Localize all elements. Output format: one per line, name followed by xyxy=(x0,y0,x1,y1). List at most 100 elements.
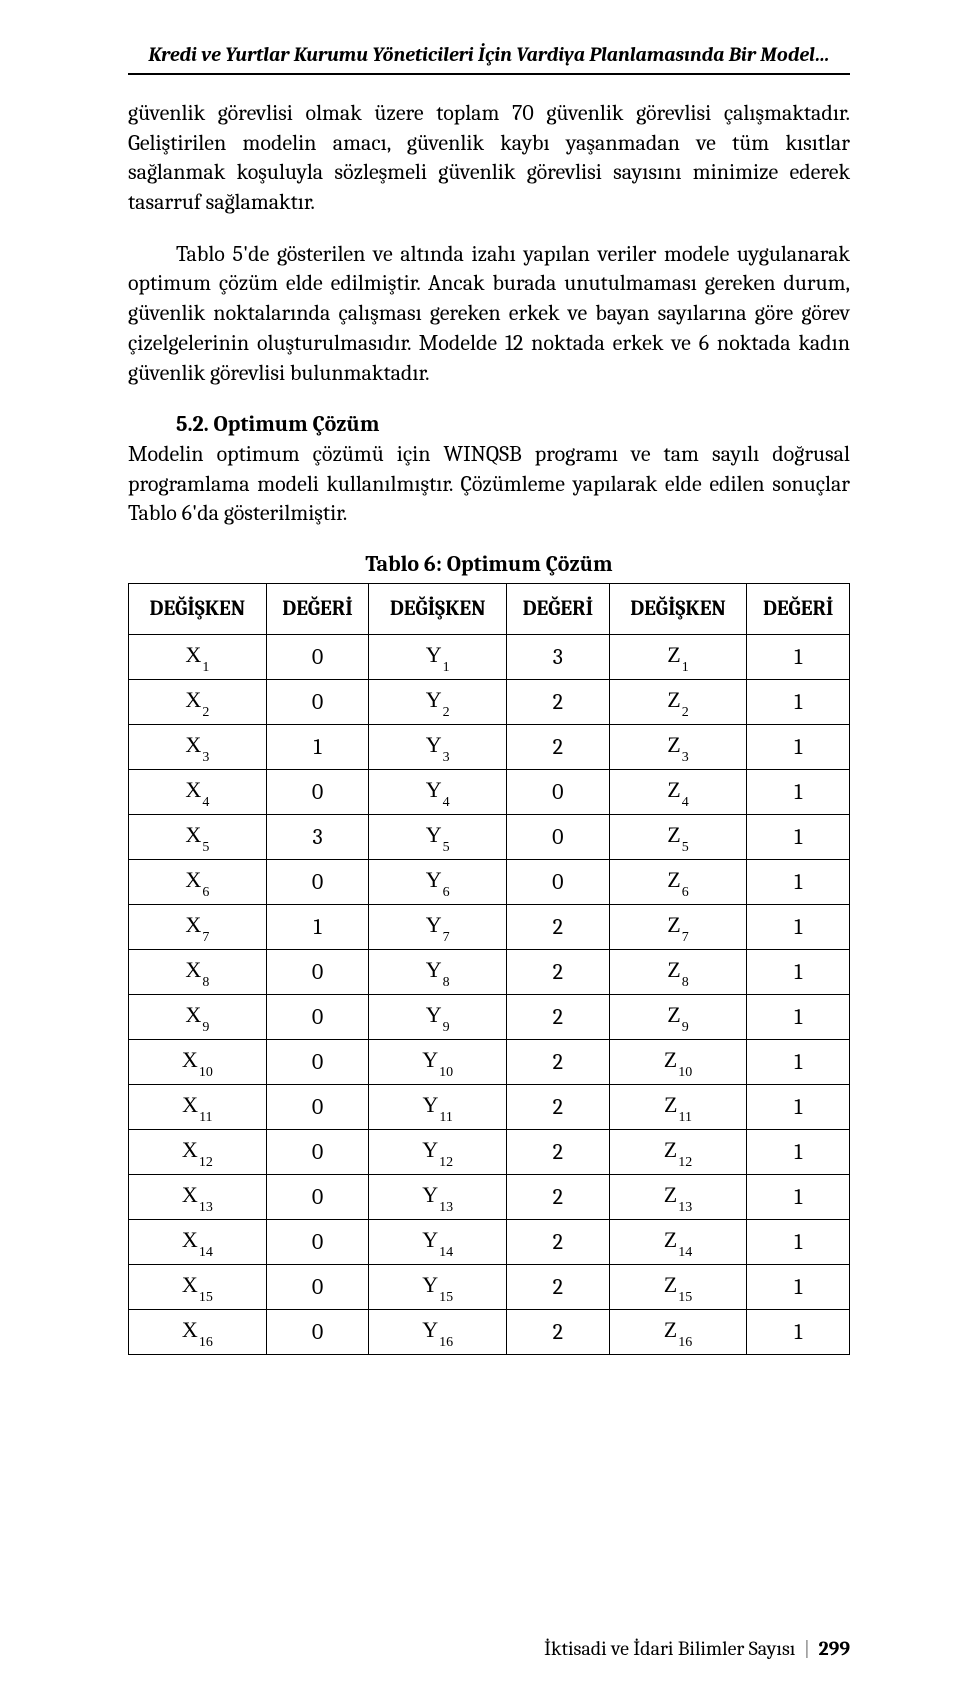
paragraph-3-text: Modelin optimum çözümü için WINQSB progr… xyxy=(128,441,850,526)
variable-cell: Y14 xyxy=(369,1219,507,1264)
table-header-cell: DEĞİŞKEN xyxy=(369,583,507,634)
value-cell: 2 xyxy=(507,1084,610,1129)
value-cell: 3 xyxy=(266,814,369,859)
variable-cell: X9 xyxy=(129,994,267,1039)
value-cell: 1 xyxy=(747,1219,850,1264)
variable-cell: Z8 xyxy=(609,949,747,994)
value-cell: 2 xyxy=(507,1129,610,1174)
variable-cell: Z10 xyxy=(609,1039,747,1084)
table-row: X140Y142Z141 xyxy=(129,1219,850,1264)
variable-cell: X3 xyxy=(129,724,267,769)
paragraph-1: güvenlik görevlisi olmak üzere toplam 70… xyxy=(128,99,850,218)
value-cell: 1 xyxy=(747,634,850,679)
table-row: X40Y40Z41 xyxy=(129,769,850,814)
footer-separator: | xyxy=(804,1637,810,1660)
value-cell: 2 xyxy=(507,1039,610,1084)
value-cell: 0 xyxy=(266,679,369,724)
table-header-cell: DEĞERİ xyxy=(266,583,369,634)
value-cell: 0 xyxy=(266,1309,369,1354)
table-body: X10Y13Z11X20Y22Z21X31Y32Z31X40Y40Z41X53Y… xyxy=(129,634,850,1354)
table-row: X20Y22Z21 xyxy=(129,679,850,724)
value-cell: 2 xyxy=(507,904,610,949)
variable-cell: Y5 xyxy=(369,814,507,859)
variable-cell: Z14 xyxy=(609,1219,747,1264)
value-cell: 1 xyxy=(747,1129,850,1174)
variable-cell: X8 xyxy=(129,949,267,994)
page: Kredi ve Yurtlar Kurumu Yöneticileri İçi… xyxy=(0,0,960,1702)
variable-cell: Z13 xyxy=(609,1174,747,1219)
running-head: Kredi ve Yurtlar Kurumu Yöneticileri İçi… xyxy=(128,42,850,67)
value-cell: 1 xyxy=(747,949,850,994)
paragraph-2: Tablo 5'de gösterilen ve altında izahı y… xyxy=(128,240,850,388)
table-header-cell: DEĞERİ xyxy=(507,583,610,634)
table-header-cell: DEĞİŞKEN xyxy=(129,583,267,634)
variable-cell: X2 xyxy=(129,679,267,724)
variable-cell: Y6 xyxy=(369,859,507,904)
variable-cell: Y12 xyxy=(369,1129,507,1174)
value-cell: 1 xyxy=(747,814,850,859)
variable-cell: X11 xyxy=(129,1084,267,1129)
variable-cell: X6 xyxy=(129,859,267,904)
variable-cell: Z3 xyxy=(609,724,747,769)
value-cell: 2 xyxy=(507,1174,610,1219)
variable-cell: Y11 xyxy=(369,1084,507,1129)
value-cell: 0 xyxy=(266,1264,369,1309)
variable-cell: X16 xyxy=(129,1309,267,1354)
value-cell: 2 xyxy=(507,949,610,994)
value-cell: 1 xyxy=(747,859,850,904)
variable-cell: Z11 xyxy=(609,1084,747,1129)
variable-cell: X1 xyxy=(129,634,267,679)
variable-cell: Z12 xyxy=(609,1129,747,1174)
table-header-row: DEĞİŞKEN DEĞERİ DEĞİŞKEN DEĞERİ DEĞİŞKEN… xyxy=(129,583,850,634)
variable-cell: X14 xyxy=(129,1219,267,1264)
value-cell: 1 xyxy=(266,724,369,769)
value-cell: 0 xyxy=(266,859,369,904)
value-cell: 1 xyxy=(747,1174,850,1219)
variable-cell: X13 xyxy=(129,1174,267,1219)
variable-cell: Y15 xyxy=(369,1264,507,1309)
table-row: X130Y132Z131 xyxy=(129,1174,850,1219)
variable-cell: Y3 xyxy=(369,724,507,769)
value-cell: 3 xyxy=(507,634,610,679)
variable-cell: Z16 xyxy=(609,1309,747,1354)
variable-cell: Z6 xyxy=(609,859,747,904)
value-cell: 0 xyxy=(266,994,369,1039)
value-cell: 2 xyxy=(507,724,610,769)
table-row: X60Y60Z61 xyxy=(129,859,850,904)
value-cell: 1 xyxy=(747,994,850,1039)
footer-page-number: 299 xyxy=(819,1637,851,1660)
value-cell: 2 xyxy=(507,1219,610,1264)
variable-cell: Y16 xyxy=(369,1309,507,1354)
value-cell: 1 xyxy=(747,769,850,814)
value-cell: 0 xyxy=(266,1219,369,1264)
table-row: X31Y32Z31 xyxy=(129,724,850,769)
value-cell: 1 xyxy=(747,1084,850,1129)
variable-cell: Y9 xyxy=(369,994,507,1039)
table-row: X120Y122Z121 xyxy=(129,1129,850,1174)
table-title: Tablo 6: Optimum Çözüm xyxy=(128,551,850,577)
value-cell: 0 xyxy=(507,769,610,814)
value-cell: 1 xyxy=(747,1309,850,1354)
value-cell: 2 xyxy=(507,679,610,724)
variable-cell: Y1 xyxy=(369,634,507,679)
table-header-cell: DEĞERİ xyxy=(747,583,850,634)
value-cell: 0 xyxy=(266,949,369,994)
variable-cell: Y7 xyxy=(369,904,507,949)
value-cell: 0 xyxy=(266,769,369,814)
value-cell: 1 xyxy=(747,904,850,949)
value-cell: 0 xyxy=(266,1129,369,1174)
variable-cell: X4 xyxy=(129,769,267,814)
variable-cell: Y2 xyxy=(369,679,507,724)
variable-cell: Z5 xyxy=(609,814,747,859)
value-cell: 1 xyxy=(747,1264,850,1309)
value-cell: 0 xyxy=(507,859,610,904)
value-cell: 2 xyxy=(507,1309,610,1354)
value-cell: 0 xyxy=(507,814,610,859)
value-cell: 0 xyxy=(266,1039,369,1084)
value-cell: 1 xyxy=(747,1039,850,1084)
variable-cell: Y4 xyxy=(369,769,507,814)
value-cell: 1 xyxy=(747,679,850,724)
variable-cell: Z4 xyxy=(609,769,747,814)
optimum-cozum-table: DEĞİŞKEN DEĞERİ DEĞİŞKEN DEĞERİ DEĞİŞKEN… xyxy=(128,583,850,1355)
variable-cell: Z15 xyxy=(609,1264,747,1309)
